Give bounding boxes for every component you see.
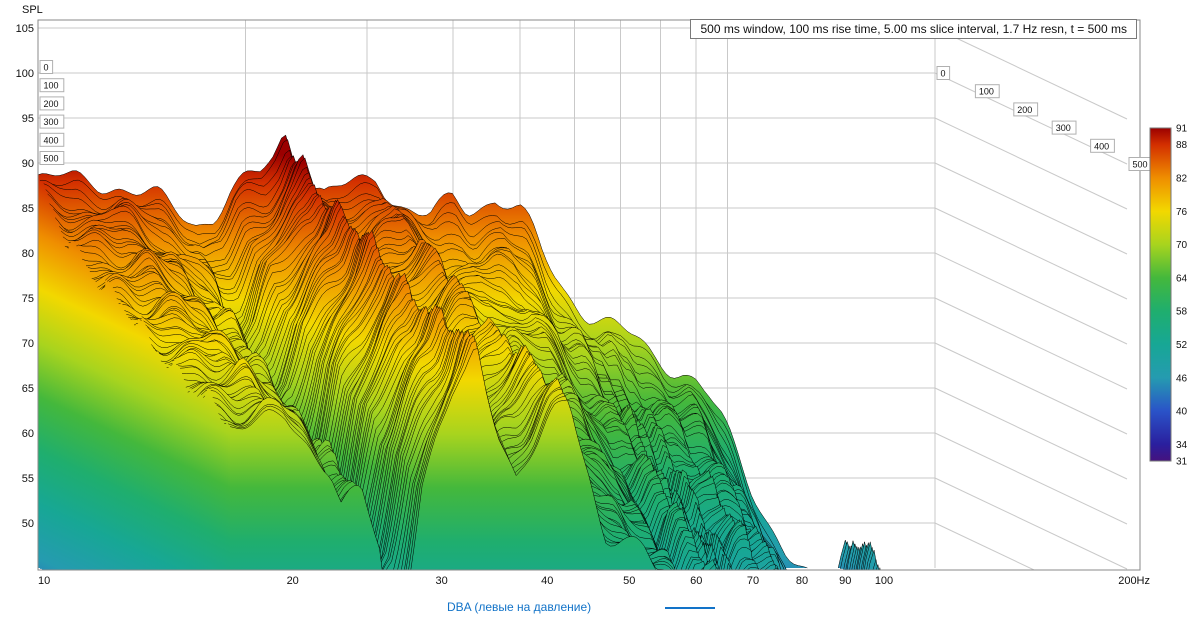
time-axis-labels: 0 100 200 300 400 500 0 100 200 300 400 500 — [39, 60, 1154, 171]
svg-text:10: 10 — [38, 575, 50, 587]
svg-text:85: 85 — [22, 203, 34, 215]
svg-text:82: 82 — [1176, 173, 1188, 184]
svg-text:40: 40 — [1176, 407, 1188, 418]
svg-text:80: 80 — [22, 248, 34, 260]
svg-text:46: 46 — [1176, 373, 1188, 384]
svg-text:31: 31 — [1176, 457, 1188, 468]
right-wall-grid — [934, 27, 1128, 570]
svg-text:88: 88 — [1176, 140, 1188, 151]
plot-frame — [37, 19, 1141, 571]
svg-text:70: 70 — [1176, 240, 1188, 251]
svg-text:80: 80 — [796, 575, 808, 587]
legend-line — [665, 607, 715, 609]
svg-text:20: 20 — [287, 575, 299, 587]
svg-text:200: 200 — [1017, 105, 1032, 115]
svg-text:40: 40 — [541, 575, 553, 587]
measurement-info-box: 500 ms window, 100 ms rise time, 5.00 ms… — [690, 19, 1137, 39]
svg-text:0: 0 — [44, 63, 49, 73]
svg-text:0: 0 — [941, 69, 946, 79]
svg-text:65: 65 — [22, 383, 34, 395]
svg-text:30: 30 — [435, 575, 447, 587]
svg-text:100: 100 — [16, 68, 34, 80]
legend-label: DBA (левые на давление) — [447, 600, 592, 614]
svg-text:75: 75 — [22, 293, 34, 305]
svg-text:52: 52 — [1176, 340, 1188, 351]
svg-text:400: 400 — [44, 135, 59, 145]
colorbar: 91 88 82 76 70 64 58 52 46 40 34 31 — [1149, 124, 1188, 468]
waterfall-surface — [38, 134, 881, 570]
svg-text:95: 95 — [22, 113, 34, 125]
svg-text:91: 91 — [1176, 124, 1188, 135]
svg-text:70: 70 — [747, 575, 759, 587]
svg-text:400: 400 — [1094, 141, 1109, 151]
svg-text:105: 105 — [16, 23, 34, 35]
svg-text:200Hz: 200Hz — [1118, 575, 1150, 587]
svg-text:300: 300 — [44, 117, 59, 127]
svg-text:64: 64 — [1176, 273, 1188, 284]
svg-text:50: 50 — [22, 518, 34, 530]
svg-text:76: 76 — [1176, 207, 1188, 218]
axis-labels: 105 100 95 90 85 80 75 70 65 60 55 50 10 20 30 40 50 60 70… — [16, 23, 1150, 587]
svg-text:100: 100 — [979, 87, 994, 97]
svg-text:500: 500 — [44, 154, 59, 164]
svg-text:100: 100 — [44, 81, 59, 91]
svg-text:100: 100 — [875, 575, 893, 587]
svg-text:60: 60 — [690, 575, 702, 587]
spl-axis-title: SPL — [22, 4, 43, 16]
svg-text:300: 300 — [1056, 123, 1071, 133]
svg-text:60: 60 — [22, 428, 34, 440]
svg-text:500: 500 — [1133, 160, 1148, 170]
svg-text:90: 90 — [22, 158, 34, 170]
svg-text:90: 90 — [839, 575, 851, 587]
svg-text:50: 50 — [623, 575, 635, 587]
svg-text:58: 58 — [1176, 307, 1188, 318]
svg-text:70: 70 — [22, 338, 34, 350]
svg-text:34: 34 — [1176, 440, 1188, 451]
svg-text:55: 55 — [22, 473, 34, 485]
svg-text:200: 200 — [44, 99, 59, 109]
